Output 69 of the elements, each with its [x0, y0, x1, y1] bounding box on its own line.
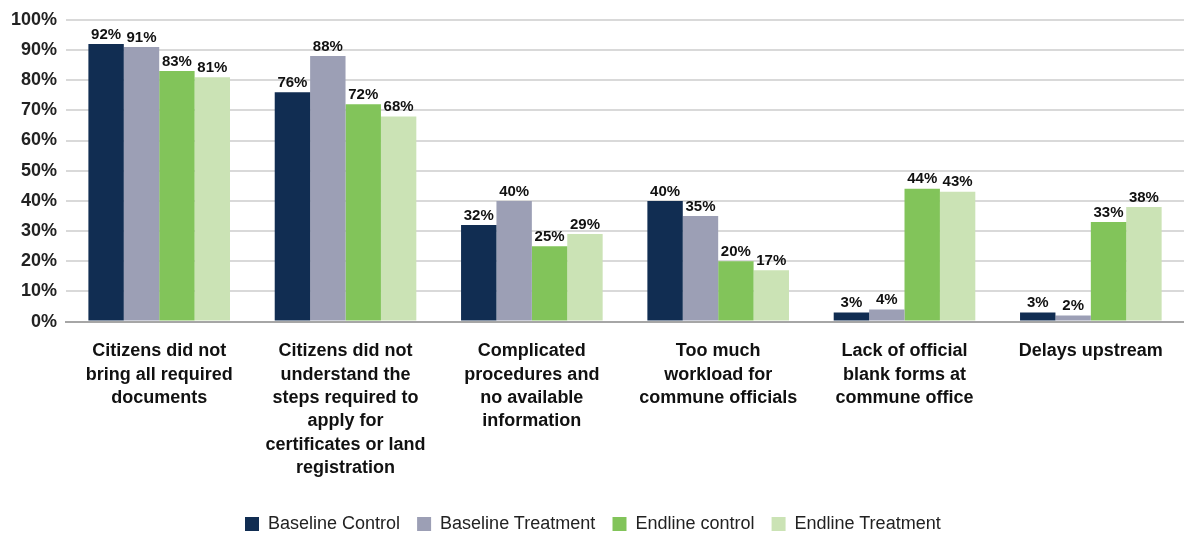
bar [274, 92, 311, 321]
data-label: 35% [685, 196, 716, 214]
data-label: 91% [126, 27, 157, 45]
legend-label: Baseline Control [268, 512, 401, 533]
bar [647, 200, 683, 321]
y-tick-label: 20% [21, 250, 58, 271]
bar [123, 46, 160, 321]
bar [1090, 222, 1127, 321]
bar [531, 246, 568, 321]
data-label: 72% [348, 84, 379, 102]
bar [496, 200, 532, 321]
bar [939, 191, 976, 321]
bar [904, 188, 940, 321]
data-label: 25% [534, 226, 565, 244]
y-tick-label: 100% [10, 8, 58, 29]
bar [88, 43, 124, 321]
legend-label: Baseline Treatment [440, 512, 596, 533]
bar [869, 309, 905, 321]
data-label: 76% [277, 72, 308, 90]
x-tick-label: Delays upstream [1018, 340, 1163, 361]
x-tick-label: Citizens did not bring all required documents [85, 340, 233, 408]
legend-label: Endline control [635, 512, 755, 533]
bar [461, 225, 497, 321]
data-label: 68% [383, 97, 414, 115]
x-tick-label: Too much workload for commune officials [639, 340, 798, 408]
y-tick-label: 0% [31, 310, 58, 331]
data-label: 17% [756, 250, 787, 268]
data-label: 33% [1093, 202, 1124, 220]
bar [1126, 206, 1162, 321]
bar [567, 234, 603, 321]
x-tick-label: Lack of official blank forms at commune office [835, 340, 974, 408]
data-label: 3% [840, 293, 863, 311]
data-label: 38% [1128, 187, 1159, 205]
data-label: 29% [569, 214, 600, 232]
data-label: 2% [1062, 296, 1084, 314]
data-label: 44% [907, 169, 938, 187]
data-label: 40% [499, 181, 530, 199]
data-label: 32% [463, 205, 494, 223]
bar [159, 71, 195, 321]
x-tick-label: Complicated procedures and no available information [464, 340, 600, 431]
legend-label: Endline Treatment [794, 512, 941, 533]
bar [1020, 312, 1056, 321]
bar [310, 56, 346, 321]
bar [1055, 315, 1091, 321]
bar [380, 116, 417, 321]
data-label: 3% [1026, 293, 1049, 311]
y-tick-label: 70% [21, 99, 58, 120]
y-tick-label: 30% [21, 220, 58, 241]
data-label: 81% [197, 57, 228, 75]
bar [682, 215, 719, 321]
bar [345, 104, 381, 321]
data-label: 43% [942, 172, 973, 190]
y-tick-label: 80% [21, 69, 58, 90]
x-tick-label: Citizens did not understand the steps required to apply for certificates or land registration [265, 340, 426, 478]
data-label: 20% [720, 241, 751, 259]
data-label: 4% [875, 290, 898, 308]
data-label: 40% [650, 181, 681, 199]
bar [194, 77, 231, 321]
data-label: 83% [161, 51, 192, 69]
bar [753, 270, 789, 321]
bar [833, 312, 870, 321]
y-tick-label: 10% [21, 280, 58, 301]
bar [718, 261, 754, 321]
y-tick-label: 50% [21, 159, 58, 180]
data-label: 88% [312, 36, 343, 54]
y-tick-label: 40% [21, 189, 58, 210]
y-tick-label: 60% [21, 129, 58, 150]
data-label: 92% [91, 24, 122, 42]
y-tick-label: 90% [21, 38, 58, 59]
